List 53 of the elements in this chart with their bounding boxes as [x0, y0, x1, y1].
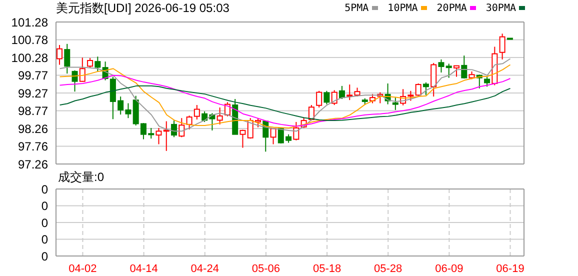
- y-tick-label: 100.28: [11, 50, 48, 65]
- candlestick: [240, 129, 246, 148]
- legend-label: 10PMA: [388, 2, 418, 14]
- candlestick: [94, 56, 101, 72]
- y-tick-label: 97.76: [18, 140, 48, 154]
- candlestick: [87, 58, 94, 68]
- x-tick-label: 05-06: [252, 262, 280, 275]
- candlestick: [64, 43, 70, 74]
- candlestick: [316, 90, 322, 108]
- y-tick-label: 99.77: [18, 68, 48, 83]
- y-tick-label: 98.26: [18, 122, 48, 136]
- y-tick-label: 0: [41, 249, 48, 264]
- candlestick: [484, 76, 490, 88]
- y-tick-label: 101.28: [11, 15, 48, 30]
- x-tick-label: 04-02: [68, 262, 97, 275]
- legend-label: 5PMA: [344, 2, 369, 14]
- candlestick: [56, 44, 62, 66]
- y-tick-label: 0: [41, 216, 48, 230]
- x-tick-label: 04-24: [190, 262, 219, 275]
- candlestick: [293, 121, 300, 141]
- x-tick-label: 04-14: [130, 262, 158, 275]
- candlestick: [270, 127, 276, 145]
- candlestick: [422, 82, 429, 96]
- legend-label: 30PMA: [486, 2, 516, 14]
- candlestick: [79, 57, 86, 82]
- candlestick: [392, 97, 398, 110]
- legend-label: 20PMA: [436, 2, 467, 14]
- candlestick: [446, 63, 452, 78]
- x-tick-label: 06-19: [496, 262, 524, 275]
- candlestick: [156, 127, 162, 145]
- candlestick: [178, 118, 185, 138]
- y-tick-label: 98.77: [18, 104, 48, 118]
- y-tick-label: 100.78: [11, 33, 48, 48]
- candlestick: [216, 106, 223, 125]
- candlestick: [430, 62, 437, 98]
- x-tick-label: 05-18: [312, 262, 342, 275]
- candlestick: [324, 90, 330, 105]
- candlestick: [171, 120, 178, 138]
- y-tick-label: 99.27: [18, 86, 48, 100]
- x-tick-label: 06-09: [435, 262, 464, 275]
- y-tick-label: 0: [41, 182, 48, 196]
- x-tick-label: 05-28: [374, 262, 402, 275]
- y-tick-label: 97.26: [18, 157, 48, 172]
- chart-title: 成交量:0: [57, 170, 106, 184]
- y-tick-label: 0: [41, 199, 48, 214]
- chart-title: 美元指数[UDI] 2026-06-19 05:03: [56, 0, 230, 16]
- candlestick: [338, 85, 345, 100]
- candlestick: [438, 58, 444, 74]
- candlestick: [72, 70, 78, 92]
- candlestick: [308, 104, 314, 122]
- candlestick: [415, 82, 422, 96]
- y-tick-label: 0: [41, 232, 48, 247]
- candlestick: [499, 33, 506, 60]
